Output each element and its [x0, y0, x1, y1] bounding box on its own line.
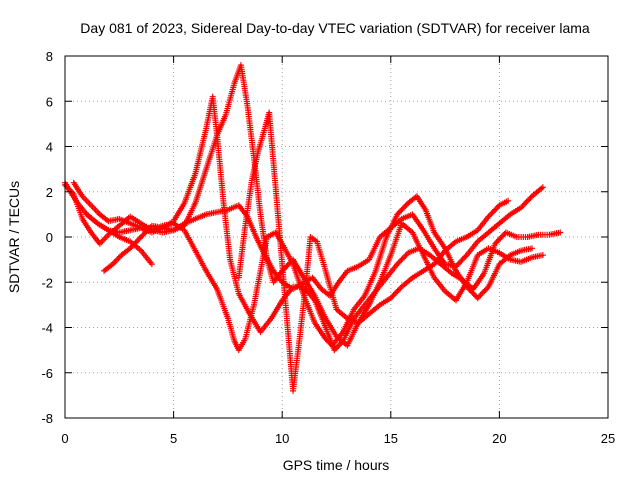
y-tick-label: 6 [46, 94, 53, 109]
x-axis-label: GPS time / hours [283, 457, 390, 473]
series-trace-4 [101, 62, 546, 349]
x-tick-label: 10 [275, 431, 289, 446]
y-tick-label: 4 [46, 140, 53, 155]
y-axis-label: SDTVAR / TECUs [6, 181, 22, 293]
series-marks [101, 62, 546, 349]
chart-title: Day 081 of 2023, Sidereal Day-to-day VTE… [80, 20, 590, 36]
y-tick-label: -6 [41, 366, 53, 381]
x-tick-label: 20 [492, 431, 506, 446]
x-tick-label: 5 [170, 431, 177, 446]
y-tick-label: 8 [46, 49, 53, 64]
series-trace-5 [83, 109, 512, 394]
x-tick-label: 15 [384, 431, 398, 446]
y-tick-label: -2 [41, 275, 53, 290]
y-tick-label: 0 [46, 230, 53, 245]
x-tick-label: 25 [601, 431, 615, 446]
ticks: 0 5 10 15 20 25 -8 -6 -4 -2 0 2 4 6 8 [41, 49, 615, 446]
y-tick-label: -8 [41, 411, 53, 426]
x-tick-label: 0 [61, 431, 68, 446]
series-marks [83, 109, 512, 394]
series-layer [62, 62, 564, 394]
y-tick-label: -4 [41, 321, 53, 336]
y-tick-label: 2 [46, 185, 53, 200]
